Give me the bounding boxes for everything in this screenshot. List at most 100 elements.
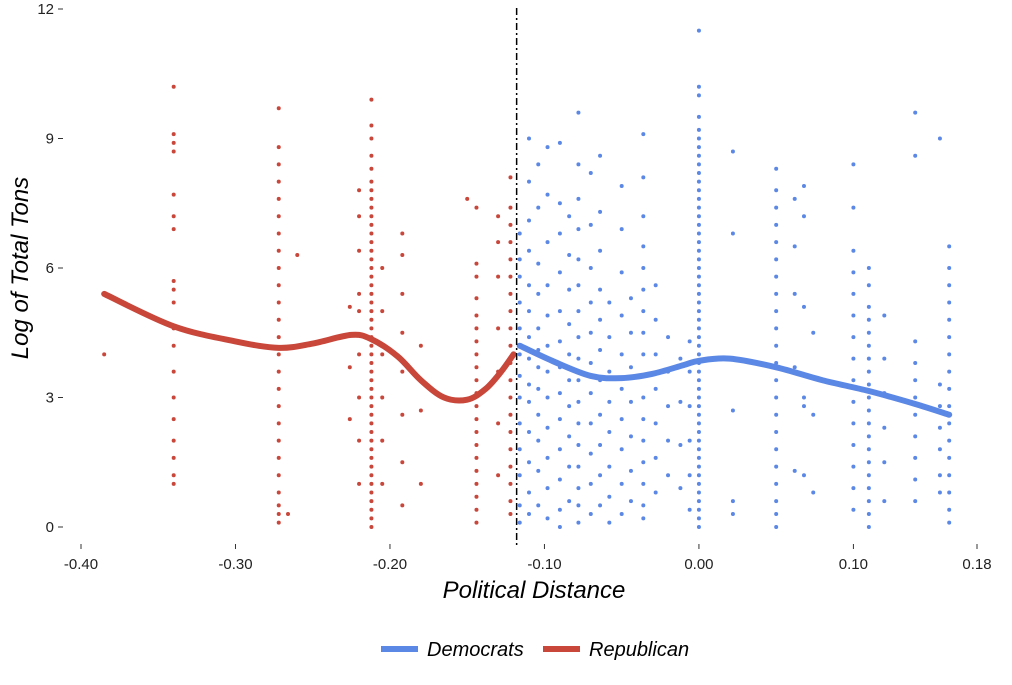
data-point bbox=[801, 395, 806, 400]
data-point bbox=[947, 455, 952, 460]
data-point bbox=[276, 438, 281, 443]
data-point bbox=[687, 438, 692, 443]
data-point bbox=[882, 425, 887, 430]
data-point bbox=[696, 274, 701, 279]
data-point bbox=[937, 404, 942, 409]
data-point bbox=[774, 309, 779, 314]
data-point bbox=[418, 481, 423, 486]
data-point bbox=[369, 378, 374, 383]
data-point bbox=[369, 317, 374, 322]
data-point bbox=[357, 248, 362, 253]
data-point bbox=[774, 464, 779, 469]
data-point bbox=[696, 231, 701, 236]
data-point bbox=[851, 356, 856, 361]
data-point bbox=[774, 240, 779, 245]
data-point bbox=[357, 309, 362, 314]
data-point bbox=[567, 464, 572, 469]
data-point bbox=[545, 313, 550, 318]
data-point bbox=[792, 291, 797, 296]
data-point bbox=[474, 205, 479, 210]
data-point bbox=[851, 442, 856, 447]
data-point bbox=[474, 404, 479, 409]
data-point bbox=[851, 205, 856, 210]
x-axis-title: Political Distance bbox=[443, 577, 626, 604]
data-point bbox=[576, 421, 581, 426]
data-point bbox=[882, 499, 887, 504]
data-point bbox=[607, 494, 612, 499]
data-point bbox=[508, 481, 513, 486]
data-point bbox=[508, 326, 513, 331]
data-point bbox=[347, 304, 352, 309]
data-point bbox=[696, 248, 701, 253]
data-point bbox=[400, 460, 405, 465]
y-axis-title: Log of Total Tons bbox=[7, 177, 34, 359]
data-point bbox=[545, 343, 550, 348]
data-point bbox=[369, 248, 374, 253]
data-point bbox=[171, 300, 176, 305]
data-point bbox=[913, 455, 918, 460]
data-point bbox=[696, 335, 701, 340]
data-point bbox=[357, 188, 362, 193]
data-point bbox=[474, 430, 479, 435]
data-point bbox=[576, 399, 581, 404]
data-point bbox=[527, 382, 531, 387]
data-point bbox=[369, 499, 374, 504]
data-point bbox=[866, 460, 871, 465]
data-point bbox=[557, 339, 562, 344]
data-point bbox=[576, 257, 581, 262]
data-point bbox=[947, 490, 952, 495]
data-point bbox=[286, 512, 291, 517]
data-point bbox=[666, 438, 671, 443]
data-point bbox=[696, 171, 701, 176]
data-point bbox=[774, 430, 779, 435]
data-point bbox=[508, 291, 513, 296]
data-point bbox=[527, 356, 531, 361]
data-point bbox=[851, 378, 856, 383]
data-point bbox=[557, 477, 562, 482]
data-point bbox=[696, 93, 701, 98]
data-point bbox=[536, 412, 541, 417]
data-point bbox=[866, 512, 871, 517]
data-point bbox=[696, 464, 701, 469]
data-point bbox=[276, 404, 281, 409]
data-point bbox=[567, 322, 572, 327]
data-point bbox=[588, 171, 593, 176]
data-point bbox=[567, 287, 572, 292]
data-point bbox=[653, 283, 658, 288]
data-point bbox=[947, 507, 952, 512]
data-point bbox=[508, 378, 513, 383]
data-point bbox=[851, 486, 856, 491]
data-point bbox=[774, 525, 779, 529]
data-point bbox=[774, 257, 779, 262]
data-point bbox=[774, 395, 779, 400]
data-point bbox=[598, 209, 603, 214]
data-point bbox=[508, 464, 513, 469]
data-point bbox=[369, 438, 374, 443]
data-point bbox=[696, 266, 701, 270]
data-point bbox=[774, 205, 779, 210]
data-point bbox=[653, 386, 658, 391]
data-point bbox=[276, 283, 281, 288]
data-point bbox=[588, 360, 593, 365]
data-point bbox=[851, 421, 856, 426]
data-point bbox=[866, 369, 871, 374]
data-point bbox=[369, 352, 374, 357]
data-point bbox=[628, 399, 633, 404]
data-point bbox=[276, 520, 281, 525]
data-point bbox=[607, 399, 612, 404]
data-point bbox=[687, 339, 692, 344]
data-point bbox=[913, 395, 918, 400]
data-point bbox=[851, 162, 856, 167]
data-point bbox=[527, 490, 531, 495]
data-point bbox=[628, 434, 633, 439]
data-point bbox=[536, 326, 541, 331]
data-point bbox=[866, 382, 871, 387]
data-point bbox=[696, 196, 701, 201]
data-point bbox=[774, 326, 779, 331]
data-point bbox=[295, 253, 300, 258]
data-point bbox=[276, 106, 281, 111]
data-point bbox=[619, 227, 624, 232]
data-point bbox=[696, 386, 701, 391]
data-point bbox=[517, 300, 522, 305]
data-point bbox=[380, 438, 385, 443]
